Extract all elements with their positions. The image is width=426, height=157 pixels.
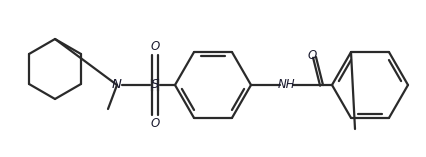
Text: O: O <box>308 49 317 62</box>
Text: S: S <box>151 78 159 92</box>
Text: NH: NH <box>277 78 295 92</box>
Text: O: O <box>150 40 160 53</box>
Text: N: N <box>112 78 122 92</box>
Text: O: O <box>150 117 160 130</box>
